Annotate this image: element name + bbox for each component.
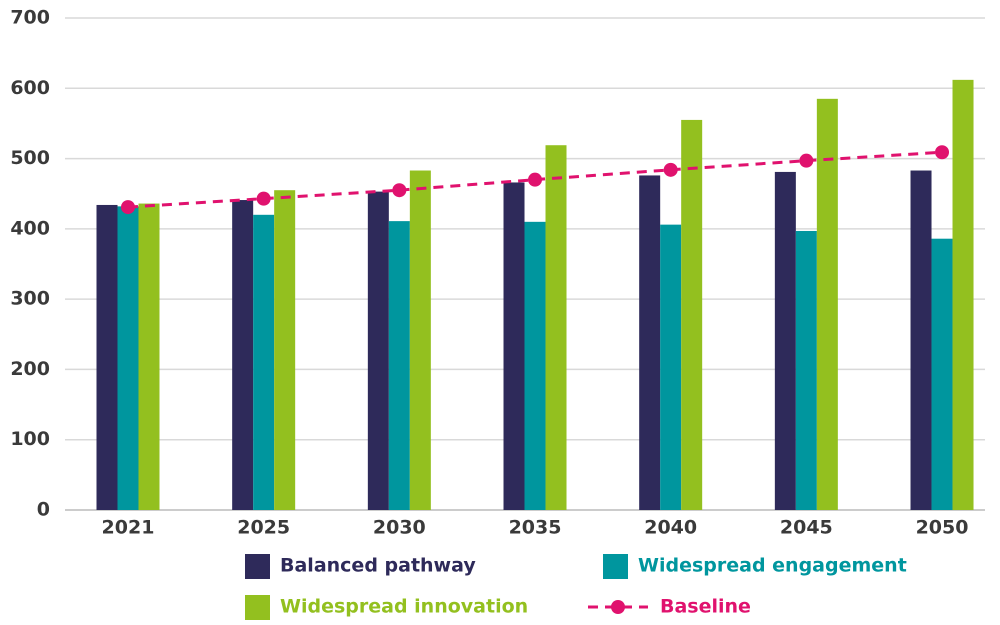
bar bbox=[138, 203, 160, 510]
marker bbox=[799, 153, 814, 168]
y-tick-label: 700 bbox=[10, 7, 50, 29]
y-tick-label: 300 bbox=[10, 288, 50, 310]
y-tick-label: 600 bbox=[10, 77, 50, 99]
bar bbox=[660, 224, 682, 510]
bar bbox=[274, 190, 296, 510]
bar bbox=[409, 170, 431, 510]
bar bbox=[253, 214, 275, 511]
marker bbox=[121, 200, 135, 215]
legend-label: Baseline bbox=[660, 596, 751, 618]
y-tick-label: 200 bbox=[10, 358, 50, 380]
x-tick-label: 2050 bbox=[916, 517, 969, 539]
bar bbox=[117, 206, 139, 510]
bar bbox=[232, 200, 254, 511]
legend-label: Widespread innovation bbox=[280, 596, 528, 618]
bar bbox=[816, 98, 838, 510]
x-tick-label: 2030 bbox=[373, 517, 426, 539]
bar bbox=[545, 145, 567, 510]
bar bbox=[503, 182, 525, 510]
bar bbox=[96, 204, 118, 510]
bar bbox=[931, 238, 953, 510]
legend-swatch bbox=[245, 595, 270, 620]
marker bbox=[256, 191, 271, 206]
legend-marker bbox=[611, 600, 625, 614]
x-tick-label: 2025 bbox=[237, 517, 290, 539]
y-tick-label: 0 bbox=[37, 499, 50, 521]
x-tick-label: 2045 bbox=[780, 517, 833, 539]
bar bbox=[639, 175, 661, 510]
legend-swatch bbox=[603, 554, 628, 579]
marker bbox=[663, 162, 678, 177]
legend-label: Balanced pathway bbox=[280, 555, 476, 577]
marker bbox=[935, 145, 950, 160]
bar bbox=[367, 191, 389, 510]
x-tick-label: 2035 bbox=[509, 517, 562, 539]
marker bbox=[528, 172, 543, 187]
x-tick-label: 2021 bbox=[102, 517, 155, 539]
x-tick-label: 2040 bbox=[644, 517, 697, 539]
bar bbox=[774, 171, 796, 510]
bar bbox=[524, 221, 546, 511]
bar bbox=[952, 79, 974, 510]
legend-swatch bbox=[245, 554, 270, 579]
y-tick-label: 500 bbox=[10, 147, 50, 169]
bar bbox=[681, 119, 703, 511]
y-tick-label: 100 bbox=[10, 428, 50, 450]
legend-label: Widespread engagement bbox=[638, 555, 907, 577]
bar bbox=[910, 170, 932, 510]
marker bbox=[392, 183, 407, 198]
bar bbox=[795, 230, 817, 511]
bar bbox=[388, 221, 410, 510]
y-tick-label: 400 bbox=[10, 217, 50, 239]
